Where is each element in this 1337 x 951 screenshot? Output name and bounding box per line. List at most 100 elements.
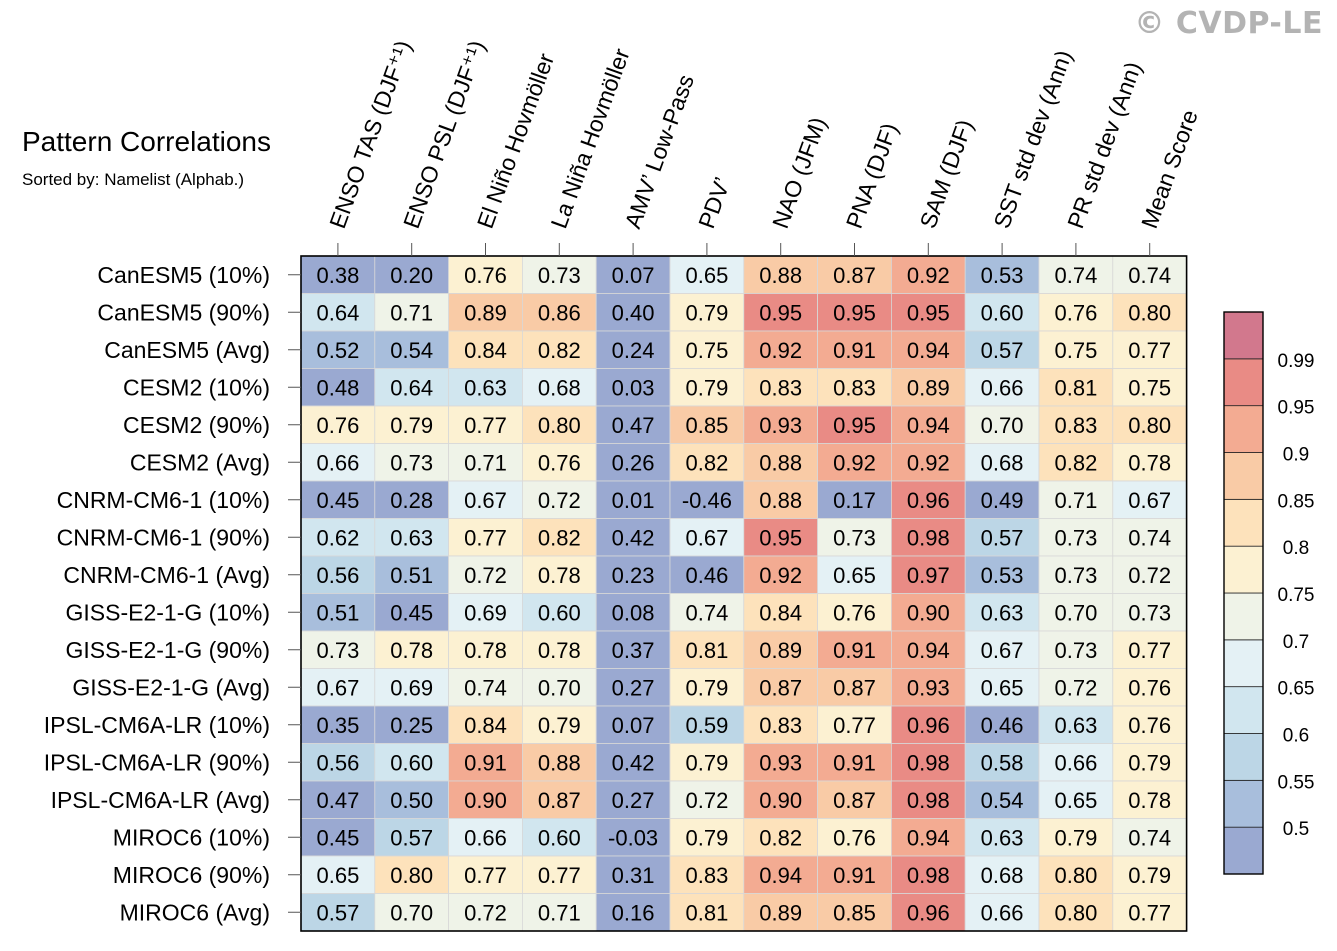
cell-value-label: 0.71 [538,900,581,925]
heatmap-cell [1112,593,1188,632]
heatmap-cell [1112,443,1188,482]
heatmap-cell [743,855,818,894]
heatmap-cell [1038,518,1114,557]
heatmap-cell [522,630,597,669]
heatmap-cell [448,705,523,744]
colorbar-tick-label: 0.6 [1283,726,1309,747]
cell-value-label: 0.81 [685,638,728,663]
heatmap-cell [1112,518,1188,557]
colorbar-tick-label: 0.55 [1278,772,1315,793]
heatmap-cell [964,255,1040,294]
cell-value-label: 0.73 [316,638,359,663]
colorbar-frame [1223,311,1264,875]
heatmap-cell [1112,555,1188,594]
cell-value-label: 0.82 [538,525,581,550]
heatmap-cell [300,480,376,519]
cell-value-label: 0.72 [685,788,728,813]
heatmap-cell [669,705,745,744]
heatmap-cell [669,630,745,669]
heatmap-cell [817,555,892,594]
cell-value-label: 0.42 [612,750,655,775]
heatmap-cell [522,518,597,557]
colorbar-segment [1223,452,1264,500]
cell-value-label: 0.78 [538,638,581,663]
heatmap-cell [1038,630,1114,669]
column-label: El Niño Hovmöller [472,50,559,232]
heatmap-cell [817,293,892,332]
heatmap-cell [374,405,449,444]
heatmap-cell [1112,368,1188,407]
colorbar-tick-label: 0.75 [1278,585,1315,606]
heatmap-cell [374,630,449,669]
cell-value-label: 0.45 [390,600,433,625]
cell-value-label: 0.76 [833,600,876,625]
watermark: © CVDP-LE [1134,6,1323,41]
heatmap-cell [1112,255,1188,294]
cell-value-label: 0.76 [538,450,581,475]
cell-value-label: 0.56 [316,563,359,588]
cell-value-label: 0.60 [538,600,581,625]
heatmap-cell [669,555,745,594]
cell-value-label: 0.63 [981,600,1024,625]
heatmap-cell [669,743,745,782]
cell-value-label: 0.47 [316,788,359,813]
heatmap-cell [669,368,745,407]
cell-value-label: 0.95 [759,525,802,550]
cell-value-label: 0.40 [612,300,655,325]
cell-value-label: 0.82 [685,450,728,475]
cell-value-label: 0.65 [316,863,359,888]
heatmap-cell [448,855,523,894]
colorbar-tick-label: 0.65 [1278,679,1315,700]
row-label: MIROC6 (90%) [113,862,270,888]
cell-value-label: 0.79 [390,413,433,438]
cell-value-label: 0.49 [981,488,1024,513]
cell-value-label: 0.53 [981,563,1024,588]
cell-value-label: 0.91 [833,638,876,663]
cell-value-label: 0.53 [981,263,1024,288]
heatmap-cell [1038,668,1114,707]
heatmap-cell [300,855,376,894]
cell-value-label: -0.03 [608,825,658,850]
heatmap-cell [1112,743,1188,782]
cell-value-label: 0.79 [1128,750,1171,775]
heatmap-cell [891,480,966,519]
heatmap-cell [1112,330,1188,369]
heatmap-cell [300,405,376,444]
heatmap-cell [522,855,597,894]
cell-value-label: 0.63 [464,375,507,400]
row-label: CanESM5 (10%) [97,262,270,288]
cell-value-label: 0.82 [1054,450,1097,475]
cell-value-label: 0.91 [464,750,507,775]
cell-value-label: 0.80 [1054,863,1097,888]
heatmap-cell [817,443,892,482]
cell-value-label: 0.60 [981,300,1024,325]
colorbar-segment [1223,686,1264,734]
heatmap-cell [1038,555,1114,594]
heatmap-cell [374,255,449,294]
heatmap-cell [891,780,966,819]
cell-value-label: 0.26 [612,450,655,475]
row-label: CESM2 (90%) [123,412,270,438]
heatmap-cell [1038,405,1114,444]
cell-value-label: 0.51 [316,600,359,625]
cell-value-label: 0.90 [464,788,507,813]
heatmap-cell [964,443,1040,482]
cell-value-label: 0.62 [316,525,359,550]
cell-value-label: 0.73 [1054,563,1097,588]
cell-value-label: 0.98 [907,750,950,775]
row-label: CESM2 (10%) [123,374,270,400]
cell-value-label: 0.94 [907,413,950,438]
heatmap-cell [964,893,1040,932]
heatmap-cell [1038,368,1114,407]
heatmap-cell [669,255,745,294]
heatmap-cell [669,443,745,482]
cell-value-label: 0.67 [464,488,507,513]
cell-value-label: 0.51 [390,563,433,588]
heatmap-cell [1112,705,1188,744]
cell-value-label: 0.60 [390,750,433,775]
heatmap-cell [448,668,523,707]
cell-value-label: 0.66 [464,825,507,850]
cell-value-label: 0.59 [685,713,728,738]
heatmap-cell [1112,480,1188,519]
heatmap-cell [669,893,745,932]
